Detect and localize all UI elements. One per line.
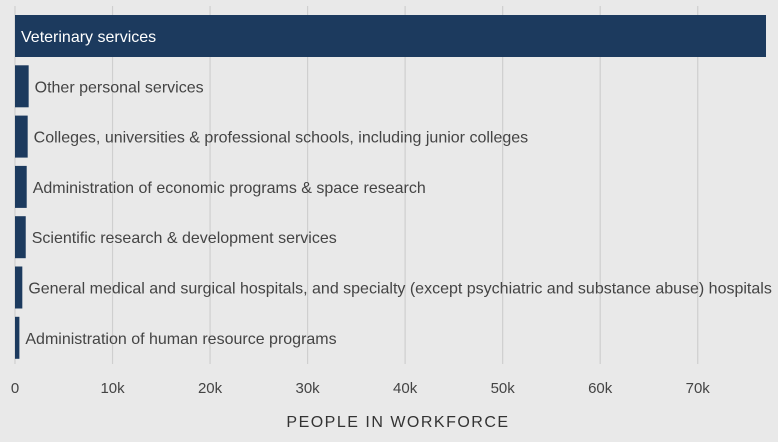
bar-label: Other personal services [35, 79, 204, 96]
gridlines [14, 6, 699, 364]
bar [15, 216, 26, 259]
x-tick-label: 60k [588, 380, 613, 397]
x-tick-label: 40k [393, 380, 418, 397]
bar [15, 65, 29, 108]
bar [15, 316, 20, 359]
x-axis-title: PEOPLE IN WORKFORCE [286, 414, 509, 431]
x-tick-label: 10k [100, 380, 125, 397]
bar [15, 115, 28, 158]
bar-label: Veterinary services [21, 29, 156, 46]
x-tick-label: 30k [296, 380, 321, 397]
x-tick-label: 20k [198, 380, 223, 397]
bar [15, 165, 27, 208]
bar [15, 15, 766, 57]
bar-label: Scientific research & development servic… [32, 230, 337, 247]
x-tick-label: 70k [686, 380, 711, 397]
bar-label: Administration of economic programs & sp… [33, 180, 426, 197]
x-tick-label: 50k [491, 380, 516, 397]
bars: Veterinary services Other personal servic… [15, 15, 772, 359]
bar [15, 266, 23, 309]
x-axis-ticks: 0 10k 20k 30k 40k 50k 60k 70k [11, 380, 710, 397]
x-tick-label: 0 [11, 380, 19, 397]
bar-label: Administration of human resource program… [25, 331, 336, 348]
bar-label: Colleges, universities & professional sc… [34, 130, 528, 147]
bar-label: General medical and surgical hospitals, … [28, 281, 772, 298]
